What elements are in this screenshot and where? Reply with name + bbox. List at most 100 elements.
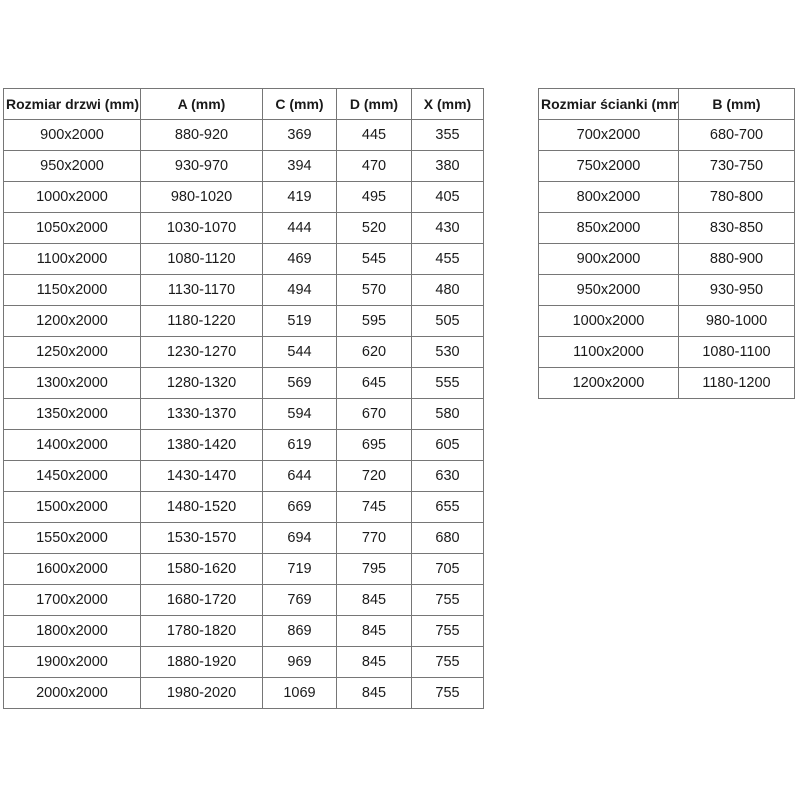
table-cell: 355: [411, 119, 484, 151]
table-cell: 1700x2000: [3, 584, 141, 616]
table-cell: 1180-1220: [140, 305, 263, 337]
wall-table-body: 700x2000 680-700 750x2000 730-750 800x2000 78…: [538, 119, 795, 399]
table-cell: 1680-1720: [140, 584, 263, 616]
table-cell: 1050x2000: [3, 212, 141, 244]
table-cell: 900x2000: [3, 119, 141, 151]
table-cell: 930-950: [678, 274, 795, 306]
table-row: 1300x2000 1280-1320 569 645 555: [3, 367, 484, 399]
table-cell: 1280-1320: [140, 367, 263, 399]
table-cell: 645: [336, 367, 412, 399]
table-cell: 1080-1120: [140, 243, 263, 275]
table-row: 1350x2000 1330-1370 594 670 580: [3, 398, 484, 430]
column-header-a: A (mm): [140, 88, 263, 120]
table-row: 1600x2000 1580-1620 719 795 705: [3, 553, 484, 585]
table-cell: 845: [336, 584, 412, 616]
table-cell: 1900x2000: [3, 646, 141, 678]
table-row: 850x2000 830-850: [538, 212, 795, 244]
table-cell: 405: [411, 181, 484, 213]
table-cell: 900x2000: [538, 243, 679, 275]
table-row: 700x2000 680-700: [538, 119, 795, 151]
table-cell: 469: [262, 243, 337, 275]
table-cell: 1380-1420: [140, 429, 263, 461]
table-cell: 1980-2020: [140, 677, 263, 709]
table-cell: 494: [262, 274, 337, 306]
table-cell: 470: [336, 150, 412, 182]
table-cell: 1200x2000: [3, 305, 141, 337]
column-header-x: X (mm): [411, 88, 484, 120]
table-row: 1700x2000 1680-1720 769 845 755: [3, 584, 484, 616]
table-cell: 745: [336, 491, 412, 523]
table-cell: 1350x2000: [3, 398, 141, 430]
table-cell: 570: [336, 274, 412, 306]
table-cell: 1530-1570: [140, 522, 263, 554]
table-cell: 980-1020: [140, 181, 263, 213]
table-cell: 380: [411, 150, 484, 182]
table-cell: 1600x2000: [3, 553, 141, 585]
table-cell: 1080-1100: [678, 336, 795, 368]
table-cell: 669: [262, 491, 337, 523]
table-cell: 800x2000: [538, 181, 679, 213]
table-cell: 569: [262, 367, 337, 399]
table-cell: 1130-1170: [140, 274, 263, 306]
table-row: 1200x2000 1180-1200: [538, 367, 795, 399]
door-size-table: Rozmiar drzwi (mm) A (mm) C (mm) D (mm) …: [3, 88, 484, 709]
table-cell: 430: [411, 212, 484, 244]
table-cell: 680-700: [678, 119, 795, 151]
table-cell: 530: [411, 336, 484, 368]
table-cell: 369: [262, 119, 337, 151]
table-cell: 1180-1200: [678, 367, 795, 399]
table-cell: 1200x2000: [538, 367, 679, 399]
table-cell: 505: [411, 305, 484, 337]
table-cell: 1150x2000: [3, 274, 141, 306]
table-cell: 694: [262, 522, 337, 554]
table-cell: 750x2000: [538, 150, 679, 182]
table-row: 1000x2000 980-1020 419 495 405: [3, 181, 484, 213]
table-cell: 980-1000: [678, 305, 795, 337]
table-row: 1450x2000 1430-1470 644 720 630: [3, 460, 484, 492]
table-cell: 2000x2000: [3, 677, 141, 709]
table-row: 1100x2000 1080-1100: [538, 336, 795, 368]
table-cell: 880-900: [678, 243, 795, 275]
table-cell: 444: [262, 212, 337, 244]
table-cell: 1250x2000: [3, 336, 141, 368]
table-cell: 1800x2000: [3, 615, 141, 647]
table-cell: 1450x2000: [3, 460, 141, 492]
table-row: 950x2000 930-950: [538, 274, 795, 306]
table-cell: 755: [411, 615, 484, 647]
column-header-b: B (mm): [678, 88, 795, 120]
table-cell: 969: [262, 646, 337, 678]
table-cell: 845: [336, 615, 412, 647]
table-cell: 680: [411, 522, 484, 554]
table-cell: 580: [411, 398, 484, 430]
table-row: 1100x2000 1080-1120 469 545 455: [3, 243, 484, 275]
table-cell: 705: [411, 553, 484, 585]
table-row: 1250x2000 1230-1270 544 620 530: [3, 336, 484, 368]
column-header-c: C (mm): [262, 88, 337, 120]
table-cell: 730-750: [678, 150, 795, 182]
table-cell: 950x2000: [538, 274, 679, 306]
table-cell: 545: [336, 243, 412, 275]
table-cell: 1780-1820: [140, 615, 263, 647]
table-cell: 394: [262, 150, 337, 182]
table-cell: 695: [336, 429, 412, 461]
table-cell: 1330-1370: [140, 398, 263, 430]
table-cell: 455: [411, 243, 484, 275]
door-table-header-row: Rozmiar drzwi (mm) A (mm) C (mm) D (mm) …: [3, 88, 484, 120]
table-row: 1400x2000 1380-1420 619 695 605: [3, 429, 484, 461]
table-cell: 1550x2000: [3, 522, 141, 554]
table-cell: 795: [336, 553, 412, 585]
table-row: 800x2000 780-800: [538, 181, 795, 213]
table-cell: 1100x2000: [538, 336, 679, 368]
table-cell: 755: [411, 677, 484, 709]
column-header-d: D (mm): [336, 88, 412, 120]
table-cell: 1400x2000: [3, 429, 141, 461]
table-cell: 1230-1270: [140, 336, 263, 368]
table-row: 2000x2000 1980-2020 1069 845 755: [3, 677, 484, 709]
table-row: 1500x2000 1480-1520 669 745 655: [3, 491, 484, 523]
table-cell: 1300x2000: [3, 367, 141, 399]
table-row: 1000x2000 980-1000: [538, 305, 795, 337]
table-cell: 755: [411, 584, 484, 616]
table-cell: 555: [411, 367, 484, 399]
table-row: 1800x2000 1780-1820 869 845 755: [3, 615, 484, 647]
column-header-wall-size: Rozmiar ścianki (mm): [538, 88, 679, 120]
